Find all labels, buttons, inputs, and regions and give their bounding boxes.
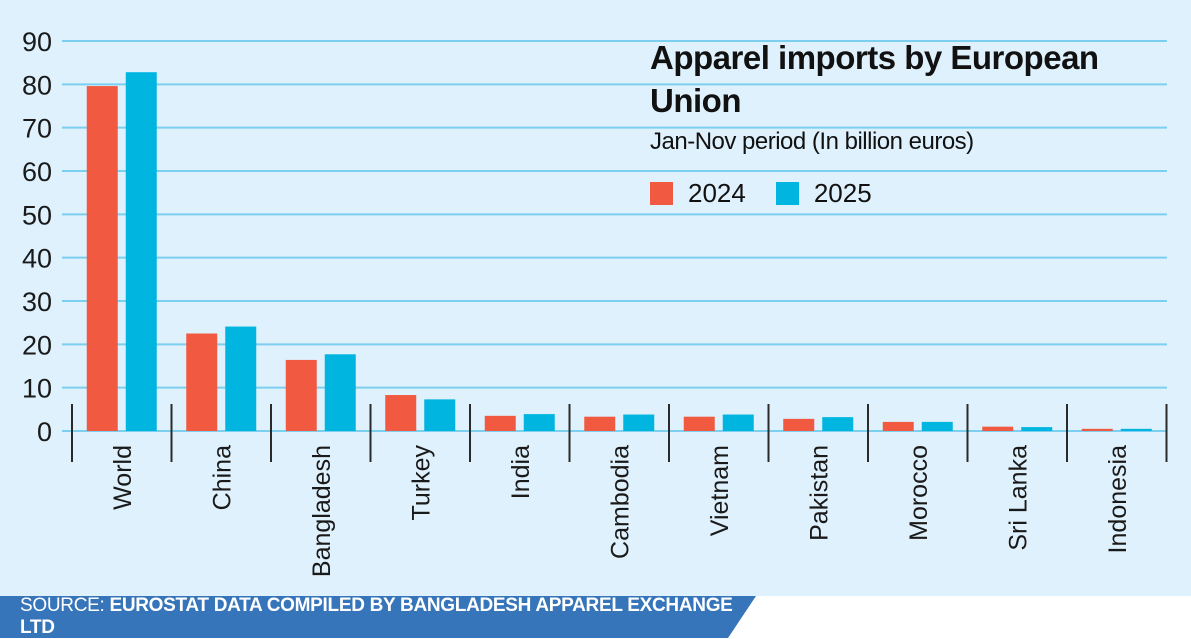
y-tick-label: 10	[22, 374, 52, 404]
chart-area: 0 10 20 30 40 50 60 70 80 90 World China Bangladesh T…	[0, 0, 1191, 596]
x-tick-label: India	[507, 445, 535, 499]
bar-2025-turkey	[424, 399, 456, 431]
legend-label-2024: 2024	[688, 178, 746, 208]
y-tick-label: 20	[22, 330, 52, 360]
y-tick-label: 40	[22, 244, 52, 274]
legend-swatch-2024	[650, 182, 673, 205]
bar-2024-china	[186, 333, 218, 431]
bar-chart: 0 10 20 30 40 50 60 70 80 90 World China Bangladesh T…	[22, 27, 1168, 577]
bar-2024-pakistan	[783, 418, 815, 431]
x-tick-label: Turkey	[407, 445, 435, 521]
x-tick-label: Indonesia	[1104, 445, 1132, 554]
source-bar: SOURCE: EUROSTAT DATA COMPILED BY BANGLA…	[0, 596, 756, 638]
legend-item-2024: 2024	[650, 178, 746, 209]
bar-2025-world	[125, 72, 157, 431]
bar-2025-cambodia	[623, 414, 655, 431]
bar-2024-sri-lanka	[982, 426, 1014, 431]
y-tick-label: 70	[22, 114, 52, 144]
bar-2025-vietnam	[722, 414, 754, 431]
bar-2024-world	[86, 86, 118, 432]
source-value: EUROSTAT DATA COMPILED BY BANGLADESH APP…	[20, 595, 733, 638]
bar-2024-indonesia	[1081, 428, 1113, 431]
y-tick-label: 90	[22, 27, 52, 57]
chart-header: Apparel imports by European Union Jan-No…	[650, 36, 1170, 209]
legend-item-2025: 2025	[775, 178, 872, 209]
x-tick-label: Morocco	[905, 445, 933, 541]
x-tick-label: Vietnam	[706, 445, 734, 536]
chart-title: Apparel imports by European Union	[650, 39, 1099, 119]
y-tick-label: 0	[37, 417, 52, 447]
bar-2025-morocco	[921, 421, 953, 431]
bar-2024-bangladesh	[285, 359, 317, 431]
legend-label-2025: 2025	[813, 178, 872, 208]
bar-2024-india	[484, 415, 516, 431]
y-tick-label: 50	[22, 200, 52, 230]
legend-swatch-2025	[775, 182, 799, 205]
source-label: SOURCE:	[20, 595, 105, 616]
x-tick-label: China	[208, 445, 236, 510]
x-tick-label: Pakistan	[805, 445, 833, 541]
bar-2024-vietnam	[683, 416, 715, 431]
legend: 2024 2025	[650, 178, 1170, 209]
x-tick-label: Sri Lanka	[1004, 445, 1032, 551]
x-tick-label: Bangladesh	[308, 445, 336, 577]
bar-2025-india	[523, 414, 555, 431]
bar-2025-bangladesh	[324, 354, 356, 431]
bar-2024-cambodia	[584, 416, 616, 431]
bar-2025-indonesia	[1120, 428, 1152, 431]
y-tick-label: 60	[22, 157, 52, 187]
x-tick-label: Cambodia	[606, 445, 634, 559]
y-tick-label: 80	[22, 70, 52, 100]
bar-2025-pakistan	[822, 417, 854, 431]
x-tick-label: World	[109, 445, 137, 510]
source-text: SOURCE: EUROSTAT DATA COMPILED BY BANGLA…	[20, 595, 756, 638]
bar-2025-sri-lanka	[1021, 427, 1053, 431]
bar-2025-china	[225, 326, 257, 431]
y-tick-label: 30	[22, 287, 52, 317]
bar-2024-morocco	[882, 421, 914, 431]
chart-subtitle: Jan-Nov period (In billion euros)	[650, 128, 974, 155]
bar-2024-turkey	[385, 395, 417, 431]
